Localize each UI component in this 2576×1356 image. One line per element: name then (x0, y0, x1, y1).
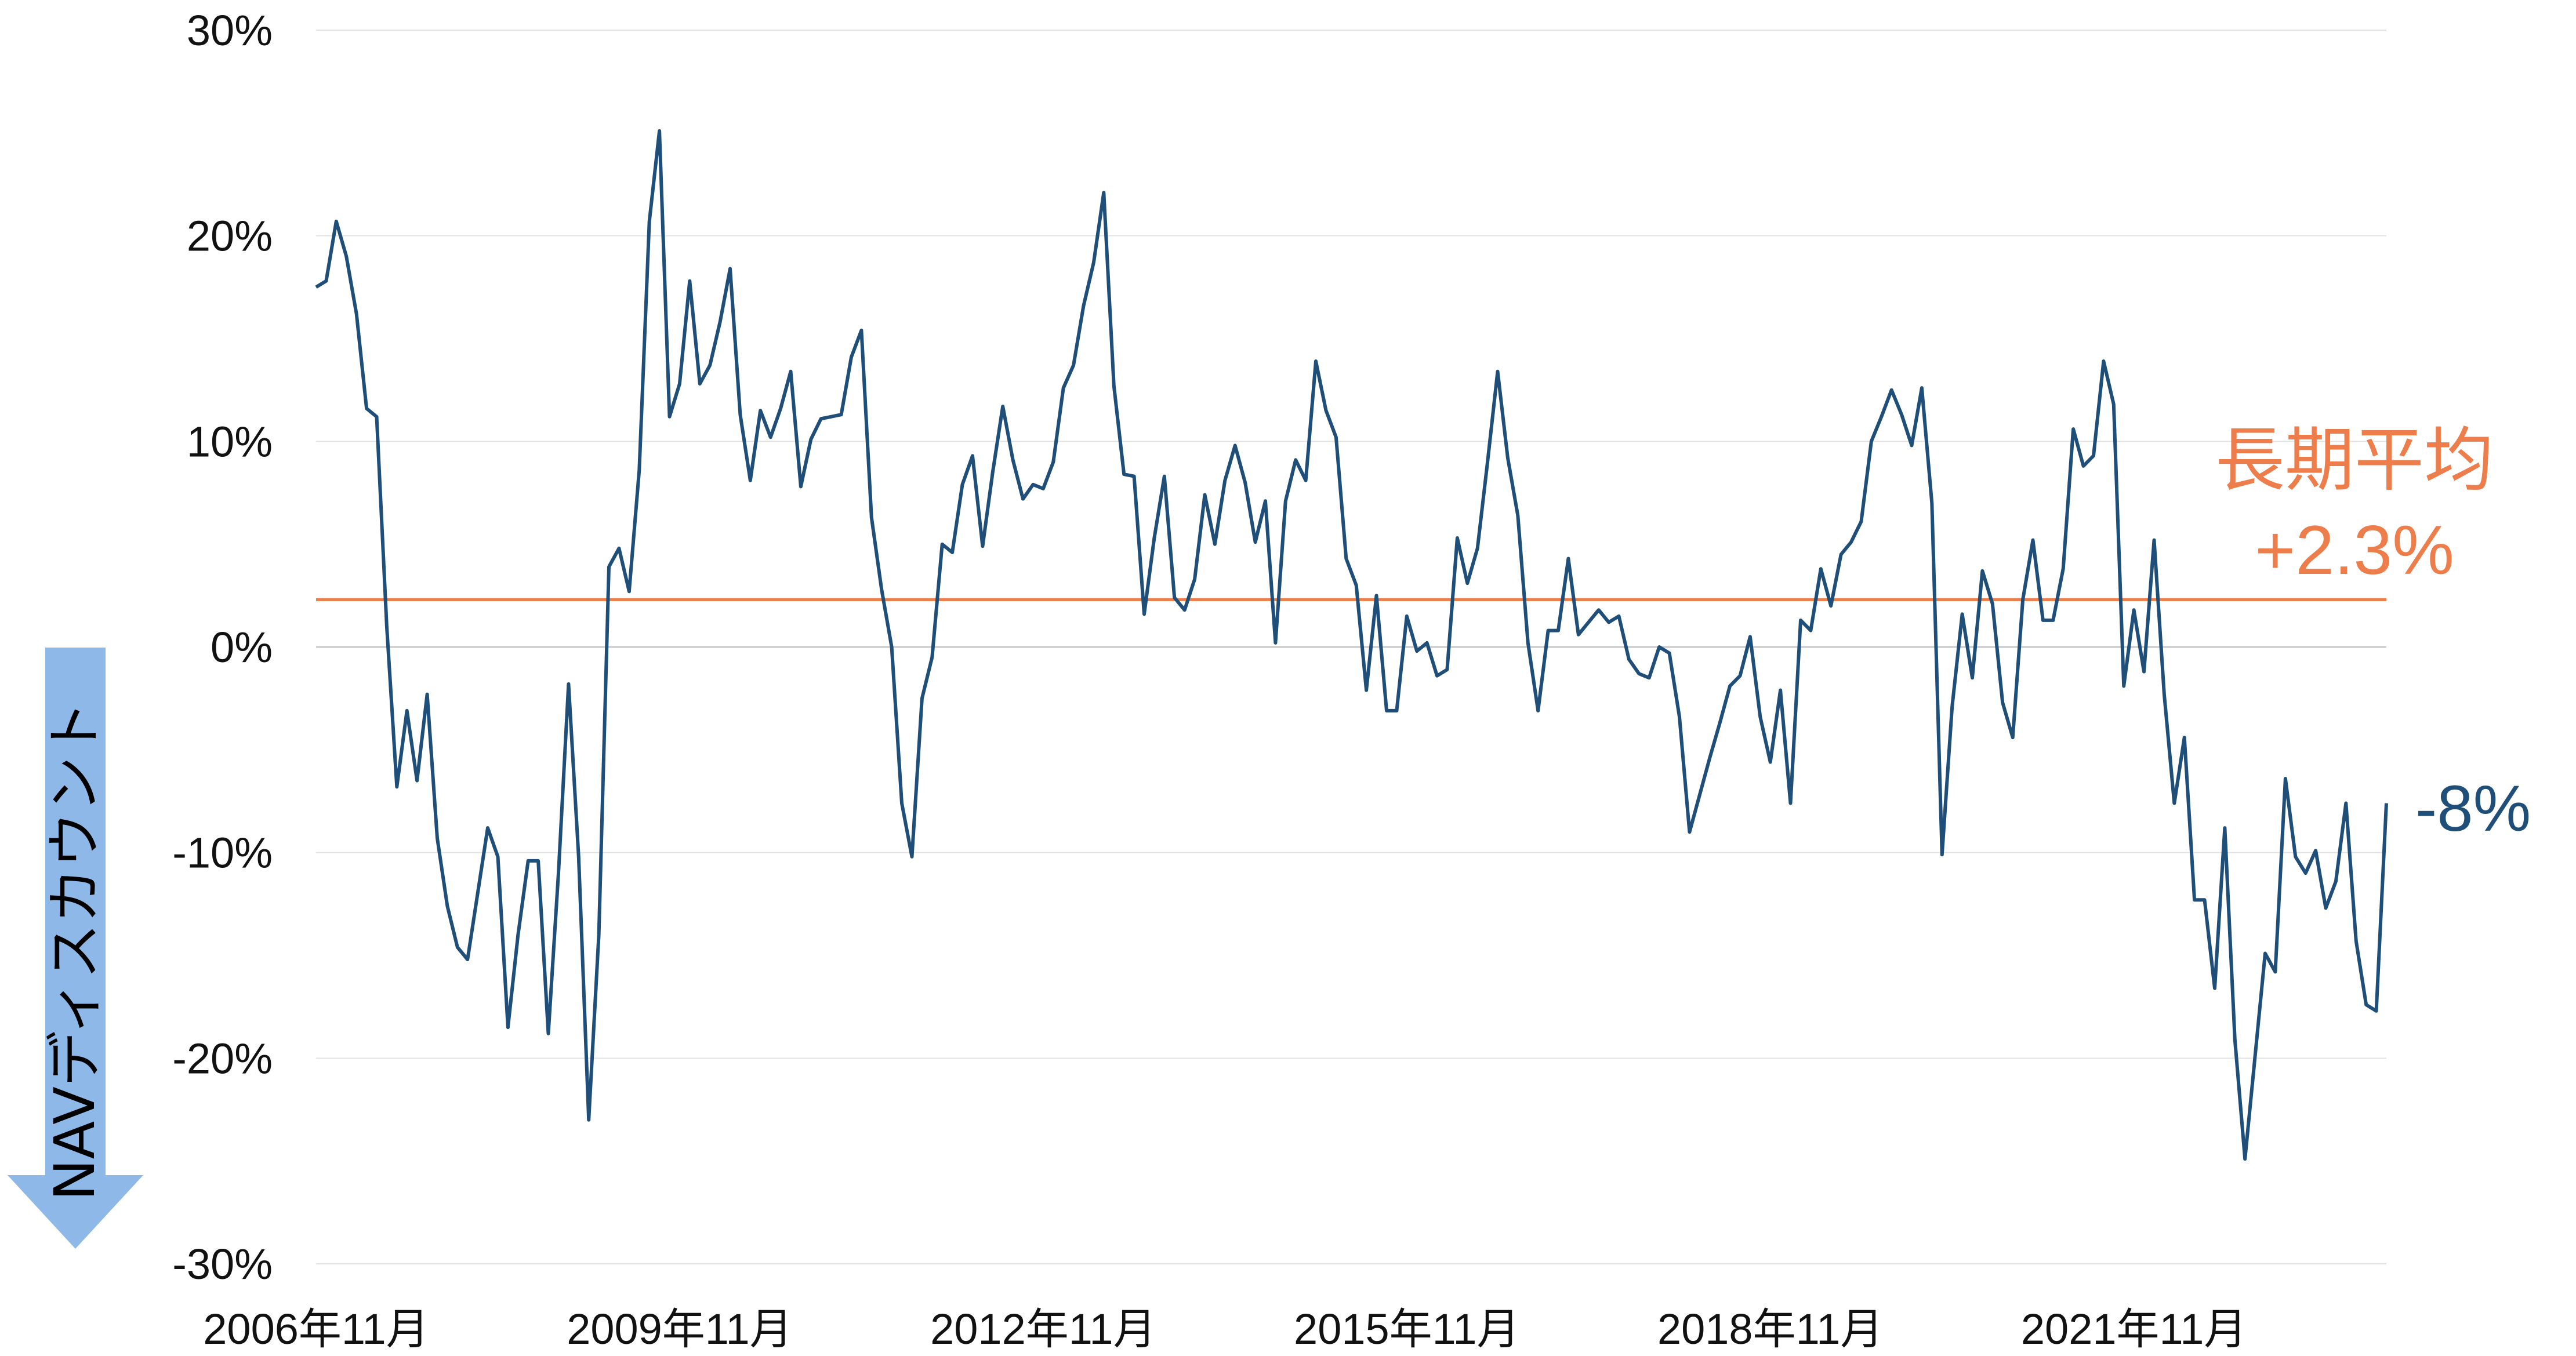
x-tick-label: 2006年11月 (203, 1305, 429, 1353)
y-tick-label: 20% (187, 212, 273, 260)
x-tick-label: 2009年11月 (567, 1305, 792, 1353)
series-layer (315, 129, 2388, 1161)
average-label-value: +2.3% (2255, 511, 2454, 589)
y-axis-label: NAVディスカウント (42, 701, 107, 1201)
x-tick-label: 2021年11月 (2021, 1305, 2247, 1353)
x-tick-label: 2012年11月 (930, 1305, 1156, 1353)
y-tick-label: -30% (172, 1240, 273, 1288)
gridlines (316, 30, 2386, 1264)
y-axis-arrow: NAVディスカウント (8, 648, 143, 1249)
y-tick-label: -20% (172, 1034, 273, 1082)
x-tick-label: 2018年11月 (1657, 1305, 1883, 1353)
y-tick-label: 30% (187, 6, 273, 54)
latest-value-label: -8% (2415, 772, 2531, 845)
x-tick-label: 2015年11月 (1294, 1305, 1519, 1353)
y-tick-label: 0% (211, 623, 273, 671)
series-line (315, 129, 2388, 1161)
y-axis-tick-labels: 30% 20% 10% 0% -10% -20% -30% (172, 6, 273, 1288)
down-arrow-icon (8, 648, 143, 1249)
average-label-title: 長期平均 (2215, 421, 2494, 499)
y-tick-label: -10% (172, 829, 273, 877)
y-tick-label: 10% (187, 417, 273, 466)
x-axis-tick-labels: 2006年11月 2009年11月 2012年11月 2015年11月 2018年11月… (203, 1305, 2247, 1353)
